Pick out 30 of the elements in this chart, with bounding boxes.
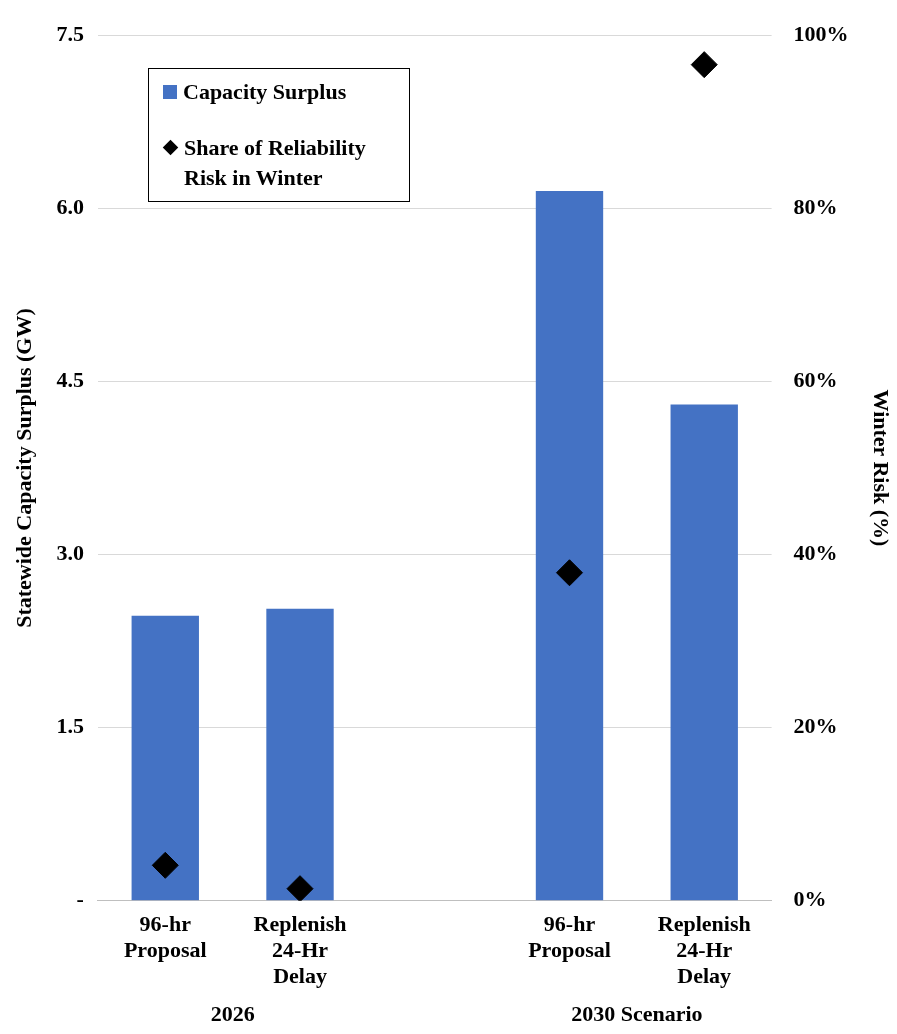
legend-label: Share of Reliability Risk in Winter (184, 134, 367, 192)
y-tick-label: 3.0 (56, 540, 84, 566)
y2-tick-label: 0% (793, 886, 827, 912)
point (151, 851, 179, 879)
bar (535, 191, 604, 901)
y2-tick-label: 40% (793, 540, 838, 566)
y-tick-label: - (76, 886, 84, 912)
y-tick-label: 6.0 (56, 194, 84, 220)
point (555, 559, 583, 587)
x-tick-label: Replenish 24-Hr Delay (657, 910, 751, 989)
y-tick-label: 4.5 (56, 367, 84, 393)
y-tick-label: 1.5 (56, 713, 84, 739)
point (286, 875, 314, 901)
y-axis-title: Statewide Capacity Surplus (GW) (10, 308, 36, 628)
y2-tick-label: 100% (793, 20, 849, 46)
y2-tick-label: 60% (793, 367, 838, 393)
y2-tick-label: 20% (793, 713, 838, 739)
point (690, 51, 718, 79)
bar (670, 404, 738, 901)
y2-axis-title: Winter Risk (%) (869, 389, 895, 547)
x-tick-label: 96-hr Proposal (123, 910, 207, 963)
y-tick-label: 7.5 (56, 20, 84, 46)
x-tick-label: 96-hr Proposal (528, 910, 611, 963)
bar (266, 608, 334, 901)
x-tick-label: Replenish 24-Hr Delay (253, 910, 347, 989)
legend-label: Capacity Surplus (183, 78, 347, 106)
text: 2026 (210, 1000, 255, 1026)
bar (131, 615, 199, 901)
y2-tick-label: 80% (793, 194, 838, 220)
text: 2030 Scenario (571, 1000, 703, 1026)
